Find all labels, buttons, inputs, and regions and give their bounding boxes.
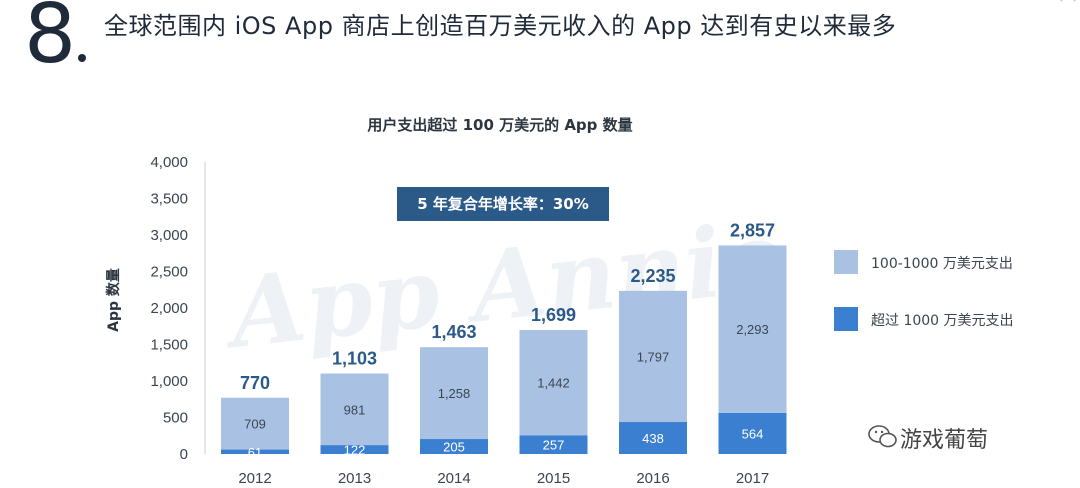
x-tick-label: 2014 (437, 470, 470, 487)
legend-label-high-spend: 超过 1000 万美元支出 (871, 313, 1014, 329)
x-tick-label: 2016 (636, 470, 669, 487)
slide-headline: 全球范围内 iOS App 商店上创造百万美元收入的 App 达到有史以来最多 (104, 12, 897, 40)
data-label-total: 1,103 (332, 348, 377, 368)
bar-segment-mid-spend (519, 329, 588, 436)
y-tick-label: 0 (180, 446, 188, 463)
data-label-total: 2,235 (630, 266, 675, 286)
data-label-mid-spend: 1,442 (537, 376, 570, 391)
bar-segment-high-spend (718, 412, 787, 454)
chart-title: 用户支出超过 100 万美元的 App 数量 (367, 116, 633, 134)
data-label-total: 770 (240, 373, 270, 393)
data-label-high-spend: 205 (443, 440, 465, 455)
bar-segment-mid-spend (718, 245, 787, 413)
y-axis-title: App 数量 (105, 268, 122, 332)
bar-segment-high-spend (519, 435, 588, 454)
bar-segment-high-spend (221, 449, 289, 454)
bar-segment-mid-spend (320, 373, 389, 446)
x-tick-label: 2013 (338, 470, 371, 487)
corner-mark: ⌒ (1059, 0, 1076, 15)
bar-segment-high-spend (420, 439, 488, 454)
legend-swatch-mid-spend (834, 250, 858, 274)
x-tick-label: 2012 (238, 470, 271, 487)
bar-segment-mid-spend (420, 347, 488, 440)
bar-segment-mid-spend (221, 397, 289, 450)
data-label-high-spend: 564 (742, 426, 764, 441)
y-tick-label: 4,000 (150, 154, 188, 171)
data-label-total: 2,857 (730, 220, 775, 240)
data-label-mid-spend: 1,258 (438, 386, 471, 401)
y-tick-label: 3,000 (150, 227, 188, 244)
data-label-high-spend: 122 (344, 443, 366, 458)
y-tick-label: 2,500 (150, 264, 188, 281)
y-tick-label: 2,000 (150, 300, 188, 317)
legend-swatch-high-spend (834, 307, 858, 331)
y-tick-label: 1,500 (150, 337, 188, 354)
x-tick-label: 2017 (736, 470, 769, 487)
wechat-icon (868, 425, 897, 448)
y-tick-label: 3,500 (150, 191, 188, 208)
data-label-high-spend: 257 (543, 438, 565, 453)
slide-number-dot (78, 54, 86, 62)
legend-label-mid-spend: 100-1000 万美元支出 (871, 256, 1013, 272)
bar-segment-high-spend (619, 422, 687, 454)
data-label-mid-spend: 981 (344, 402, 366, 417)
data-label-mid-spend: 1,797 (637, 349, 670, 364)
slide-number: 8 (24, 0, 77, 82)
cagr-annotation: 5 年复合年增长率：30% (397, 187, 609, 221)
bar-segment-mid-spend (619, 290, 687, 423)
data-label-high-spend: 438 (642, 431, 664, 446)
background-watermark: App Annie (217, 200, 788, 371)
y-tick-label: 1,000 (150, 373, 188, 390)
x-tick-label: 2015 (537, 470, 570, 487)
y-tick-label: 500 (163, 410, 188, 427)
data-label-total: 1,463 (431, 322, 476, 342)
data-label-total: 1,699 (531, 305, 576, 325)
source-watermark: 游戏葡萄 (900, 428, 989, 453)
data-label-mid-spend: 709 (244, 417, 266, 432)
data-label-mid-spend: 2,293 (736, 322, 769, 337)
data-label-high-spend: 61 (248, 445, 262, 460)
bar-segment-high-spend (320, 445, 389, 454)
